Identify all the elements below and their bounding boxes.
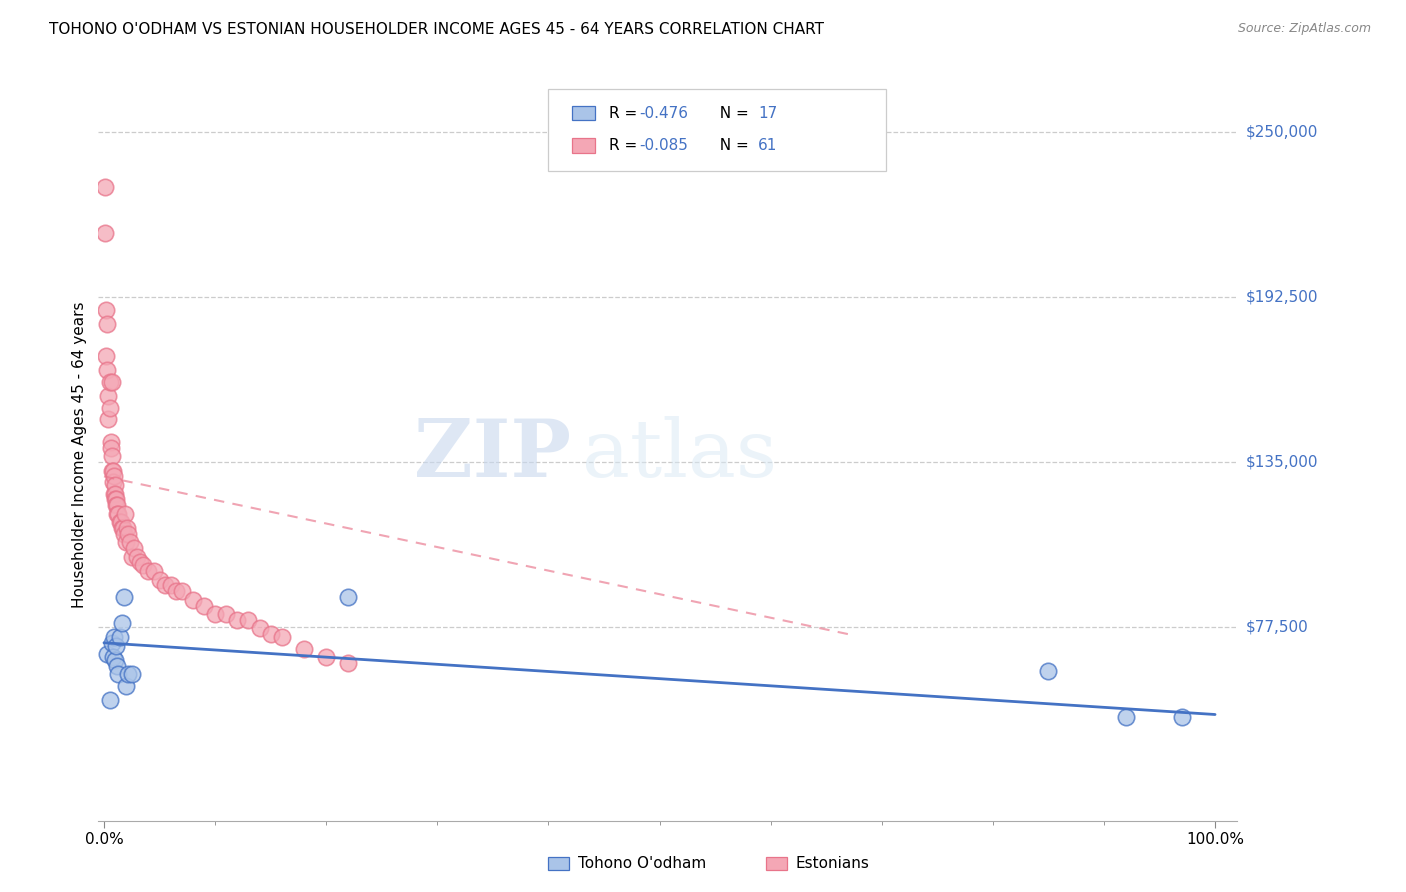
Text: ZIP: ZIP [413,416,571,494]
Point [117,526,139,541]
Point [101,650,124,665]
Text: atlas: atlas [582,416,778,494]
Text: TOHONO O'ODHAM VS ESTONIAN HOUSEHOLDER INCOME AGES 45 - 64 YEARS CORRELATION CHA: TOHONO O'ODHAM VS ESTONIAN HOUSEHOLDER I… [49,22,824,37]
Text: 61: 61 [758,138,778,153]
Point [100,450,122,464]
Point [108,630,131,644]
Point [96,349,118,363]
Point [132,558,155,573]
Point [103,630,125,644]
Point [159,578,181,592]
Point [117,521,139,535]
Point [111,615,134,630]
Point [101,475,124,490]
Point [105,639,128,653]
Point [337,656,360,670]
Point [100,435,122,450]
Text: Estonians: Estonians [796,856,870,871]
Point [105,498,128,512]
Point [111,521,134,535]
Text: N =: N = [710,138,754,153]
Point [100,375,122,389]
Point [226,613,249,627]
Point [337,590,360,604]
Point [270,630,292,644]
Point [1038,665,1060,679]
Point [122,541,145,556]
Point [104,486,127,500]
Point [105,658,128,673]
Point [115,535,138,549]
Point [108,516,131,530]
Y-axis label: Householder Income Ages 45 - 64 years: Householder Income Ages 45 - 64 years [72,301,87,608]
Point [104,653,127,667]
Point [104,492,127,507]
Point [127,549,149,564]
Point [148,573,170,587]
Point [103,486,125,500]
Text: $250,000: $250,000 [1246,125,1317,140]
Text: -0.476: -0.476 [640,106,689,120]
Point [249,622,271,636]
Point [103,469,125,483]
Text: Tohono O'odham: Tohono O'odham [578,856,706,871]
Point [94,226,117,240]
Point [259,627,281,641]
Point [153,578,176,592]
Point [98,375,121,389]
Point [1115,710,1137,724]
Point [105,507,128,521]
Point [107,667,129,681]
Point [111,521,134,535]
Point [97,389,120,403]
Point [96,303,118,318]
Point [121,667,143,681]
Point [1170,710,1192,724]
Point [117,667,139,681]
Point [112,590,135,604]
Point [115,679,138,693]
Point [204,607,226,621]
Point [114,507,136,521]
Point [98,401,121,415]
Point [98,693,121,707]
Point [104,478,127,492]
Text: $77,500: $77,500 [1246,620,1309,634]
Text: $135,000: $135,000 [1246,455,1317,469]
Point [105,492,128,507]
Point [96,318,118,332]
Point [96,647,118,661]
Point [128,556,150,570]
Point [94,179,117,194]
Point [238,613,260,627]
Text: 17: 17 [758,106,778,120]
Point [107,507,129,521]
Point [165,584,187,599]
Point [138,564,160,578]
Text: R =: R = [609,138,643,153]
Point [315,650,337,665]
Point [193,599,215,613]
Point [97,412,120,426]
Point [292,641,315,656]
Point [215,607,238,621]
Point [101,464,124,478]
Point [112,526,135,541]
Text: N =: N = [710,106,754,120]
Point [118,535,141,549]
Point [96,363,118,377]
Point [181,592,204,607]
Point [170,584,193,599]
Text: R =: R = [609,106,643,120]
Point [100,441,122,455]
Point [143,564,166,578]
Point [100,636,122,650]
Text: Source: ZipAtlas.com: Source: ZipAtlas.com [1237,22,1371,36]
Point [110,516,132,530]
Text: $192,500: $192,500 [1246,290,1317,305]
Point [121,549,143,564]
Point [105,498,128,512]
Text: -0.085: -0.085 [640,138,689,153]
Point [100,464,122,478]
